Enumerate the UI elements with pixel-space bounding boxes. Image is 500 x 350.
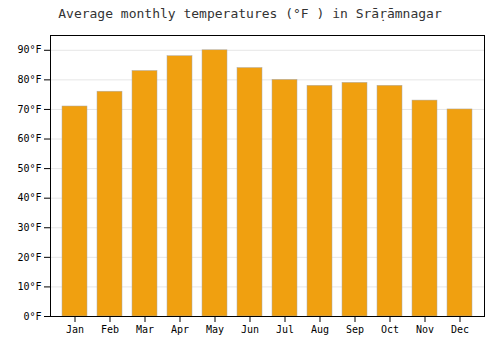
svg-text:40°F: 40°F bbox=[17, 192, 41, 203]
svg-text:Aug: Aug bbox=[311, 324, 329, 335]
svg-text:10°F: 10°F bbox=[17, 281, 41, 292]
svg-text:Jun: Jun bbox=[241, 324, 259, 335]
svg-text:Nov: Nov bbox=[416, 324, 434, 335]
svg-text:Mar: Mar bbox=[136, 324, 154, 335]
svg-text:0°F: 0°F bbox=[23, 311, 41, 322]
svg-text:Jul: Jul bbox=[276, 324, 294, 335]
svg-text:50°F: 50°F bbox=[17, 163, 41, 174]
svg-text:Oct: Oct bbox=[381, 324, 399, 335]
svg-text:70°F: 70°F bbox=[17, 104, 41, 115]
svg-text:Sep: Sep bbox=[346, 324, 364, 335]
svg-text:Apr: Apr bbox=[171, 324, 189, 335]
svg-text:80°F: 80°F bbox=[17, 74, 41, 85]
html-text:Average monthly temperatures (: Average monthly temperatures (°F ) in Sr… bbox=[58, 6, 442, 21]
svg-text:May: May bbox=[206, 324, 224, 335]
svg-text:60°F: 60°F bbox=[17, 133, 41, 144]
svg-text:30°F: 30°F bbox=[17, 222, 41, 233]
svg-text:90°F: 90°F bbox=[17, 44, 41, 55]
svg-text:20°F: 20°F bbox=[17, 252, 41, 263]
svg-text:Jan: Jan bbox=[66, 324, 84, 335]
svg-text:Dec: Dec bbox=[451, 324, 469, 335]
svg-text:Feb: Feb bbox=[101, 324, 119, 335]
